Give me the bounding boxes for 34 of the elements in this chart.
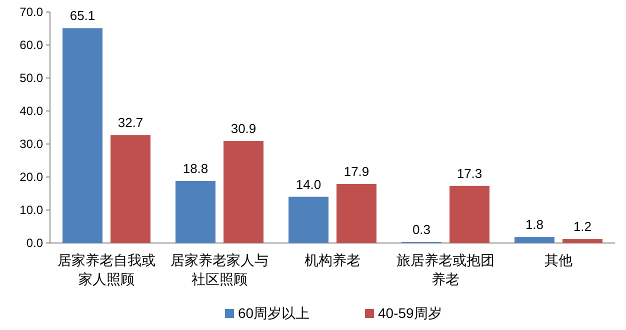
data-label: 30.9 bbox=[230, 121, 256, 136]
data-label: 1.2 bbox=[573, 219, 592, 234]
y-tick-label: 70.0 bbox=[20, 5, 44, 19]
data-label: 18.8 bbox=[182, 160, 208, 176]
y-tick-label: 0.0 bbox=[26, 236, 44, 250]
data-label: 14.0 bbox=[296, 176, 322, 192]
x-tick-label: 机构养老 bbox=[304, 252, 360, 268]
data-label: 65.1 bbox=[70, 8, 96, 24]
bar bbox=[110, 135, 150, 243]
y-tick-label: 10.0 bbox=[20, 203, 44, 217]
bar bbox=[176, 180, 216, 243]
y-tick-label: 60.0 bbox=[20, 38, 44, 52]
y-tick-label: 40.0 bbox=[20, 104, 44, 118]
data-label: 17.3 bbox=[456, 166, 482, 181]
bar bbox=[336, 184, 376, 243]
y-tick-label: 50.0 bbox=[20, 71, 44, 85]
bar bbox=[288, 196, 328, 243]
legend-label: 60周岁以上 bbox=[238, 305, 310, 321]
data-label: 17.9 bbox=[344, 164, 370, 179]
data-label: 32.7 bbox=[118, 115, 144, 130]
bar bbox=[224, 141, 264, 243]
bar bbox=[62, 28, 102, 243]
legend-label: 40-59周岁 bbox=[378, 305, 442, 321]
data-label: 1.8 bbox=[525, 217, 544, 232]
x-tick-label: 居家养老家人与社区照顾 bbox=[170, 252, 268, 287]
x-tick-label: 居家养老自我或家人照顾 bbox=[58, 252, 156, 287]
bar bbox=[514, 237, 554, 243]
bar bbox=[450, 186, 490, 243]
data-label: 0.3 bbox=[412, 222, 431, 238]
x-tick-label: 其他 bbox=[544, 252, 572, 268]
bar bbox=[562, 239, 602, 243]
y-tick-label: 30.0 bbox=[20, 137, 44, 151]
x-tick-label: 旅居养老或抱团养老 bbox=[396, 252, 494, 287]
y-tick-label: 20.0 bbox=[20, 170, 44, 184]
